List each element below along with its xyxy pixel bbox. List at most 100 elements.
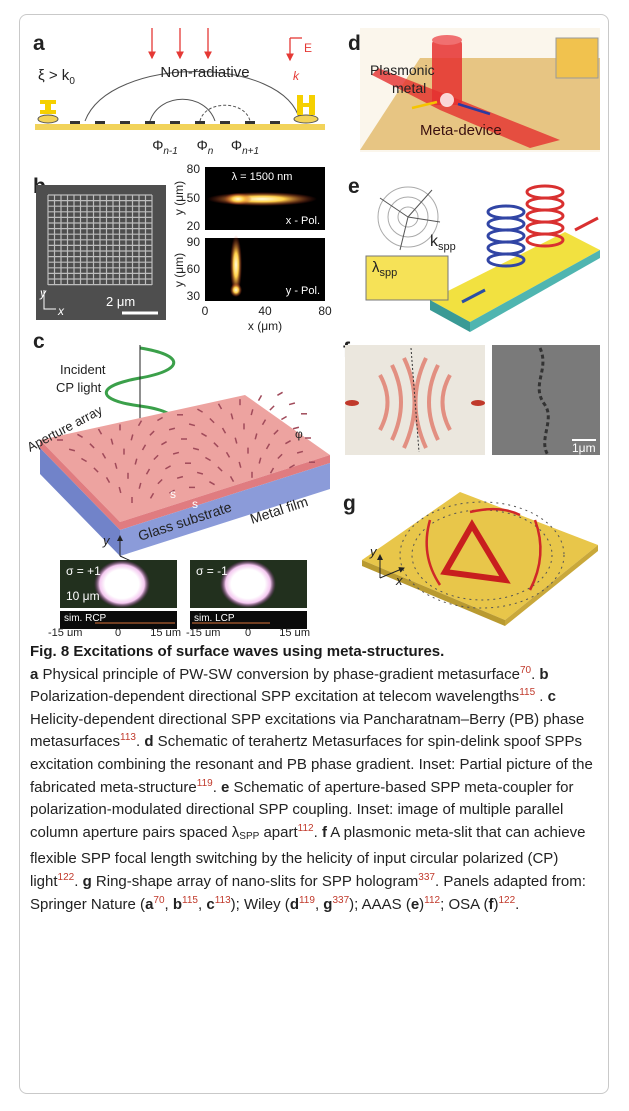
arrow bbox=[575, 218, 598, 230]
sem-image bbox=[36, 185, 166, 320]
ellipse bbox=[527, 222, 563, 234]
phase: Φn+1 bbox=[231, 137, 259, 157]
tick-label: 0 bbox=[115, 627, 121, 636]
line bbox=[400, 217, 408, 250]
title: Non-radiative bbox=[160, 64, 249, 81]
panel-ref: b bbox=[539, 666, 548, 683]
spacing-label: s bbox=[170, 487, 176, 501]
tick-label: 50 bbox=[187, 191, 201, 205]
caption-text: . bbox=[314, 824, 322, 841]
reference: 70 bbox=[153, 895, 164, 906]
caption-text: . bbox=[74, 873, 82, 890]
ellipse bbox=[488, 230, 524, 242]
scale-label: 1μm bbox=[572, 441, 596, 455]
panel-ref: b bbox=[173, 896, 182, 913]
phase: Φn bbox=[197, 137, 214, 157]
page: a E k Non-radiative ξ > k0 Φn-1 Φn Φn+1 … bbox=[0, 0, 629, 1111]
sigma-label: σ = -1 bbox=[196, 564, 228, 578]
k-sub: spp bbox=[438, 241, 456, 253]
ellipse bbox=[527, 186, 563, 198]
reference: 122 bbox=[498, 895, 515, 906]
panel-ref: d bbox=[144, 733, 153, 750]
wave-label: k bbox=[293, 69, 300, 83]
map-label: y - Pol. bbox=[286, 285, 320, 297]
phase-base: Φ bbox=[197, 137, 208, 153]
panel-ref: c bbox=[206, 896, 214, 913]
reference: 337 bbox=[332, 895, 349, 906]
pad bbox=[38, 115, 58, 123]
axis-x: x bbox=[395, 573, 403, 588]
aperture bbox=[289, 403, 295, 405]
incident-arrows bbox=[152, 28, 302, 60]
phase-sub: n bbox=[208, 146, 214, 157]
condition-text: ξ > k bbox=[38, 67, 70, 84]
arc bbox=[200, 105, 250, 121]
rect bbox=[120, 121, 130, 124]
angle-label: φ bbox=[295, 427, 303, 441]
helix-red bbox=[527, 186, 563, 246]
rect bbox=[245, 121, 255, 124]
tick-label: 90 bbox=[187, 235, 201, 249]
glow bbox=[230, 283, 242, 297]
aperture bbox=[281, 417, 286, 420]
rect bbox=[170, 121, 180, 124]
material-label: metal bbox=[392, 80, 426, 96]
source bbox=[440, 93, 454, 107]
tick-label: -15 μm bbox=[186, 627, 220, 636]
reference: 112 bbox=[298, 823, 314, 834]
spot bbox=[94, 560, 150, 608]
caption-body: a Physical principle of PW-SW conversion… bbox=[30, 666, 593, 913]
ellipse bbox=[527, 198, 563, 210]
caption-text: , bbox=[165, 896, 173, 913]
field-label: E bbox=[304, 41, 312, 55]
reference: 119 bbox=[299, 895, 315, 906]
ellipse bbox=[527, 210, 563, 222]
tick-label: 30 bbox=[187, 289, 201, 303]
rect bbox=[195, 121, 205, 124]
panel-label: g bbox=[343, 492, 356, 515]
sim-label: sim. RCP bbox=[64, 613, 107, 624]
caption: Fig. 8 Excitations of surface waves usin… bbox=[30, 641, 605, 916]
reference: 113 bbox=[215, 895, 231, 906]
helix-blue bbox=[488, 206, 524, 266]
focus bbox=[471, 400, 485, 406]
pad bbox=[294, 115, 318, 123]
panel-ref: e bbox=[411, 896, 419, 913]
material-label: Plasmonic bbox=[370, 62, 435, 78]
ellipse bbox=[488, 218, 524, 230]
rect bbox=[145, 121, 155, 124]
axis-title: y (μm) bbox=[172, 253, 186, 287]
device-label: Meta-device bbox=[420, 122, 502, 139]
figure: a E k Non-radiative ξ > k0 Φn-1 Φn Φn+1 … bbox=[0, 0, 629, 636]
panel-ref: g bbox=[83, 873, 92, 890]
phase: Φn-1 bbox=[152, 137, 178, 157]
caption-text: Ring-shape array of nano-slits for SPP h… bbox=[92, 873, 419, 890]
caption-text: ); Wiley ( bbox=[231, 896, 290, 913]
reference: 112 bbox=[424, 895, 440, 906]
phase-sub: n-1 bbox=[163, 146, 177, 157]
tick-label: 60 bbox=[187, 262, 201, 276]
tick-label: 80 bbox=[318, 304, 332, 318]
aperture bbox=[277, 392, 282, 395]
tick-label: 20 bbox=[187, 219, 201, 233]
axis-title: x (μm) bbox=[248, 319, 282, 333]
glow bbox=[207, 192, 317, 206]
reference: 113 bbox=[120, 732, 136, 743]
tick-label: -15 μm bbox=[48, 627, 82, 636]
meta-device-top bbox=[432, 35, 462, 45]
caption-text: Physical principle of PW-SW conversion b… bbox=[38, 666, 520, 683]
tick-label: 15 μm bbox=[279, 627, 310, 636]
reference: 70 bbox=[520, 665, 531, 676]
panel-label: c bbox=[33, 330, 45, 353]
phase-base: Φ bbox=[231, 137, 242, 153]
phase-sub: n+1 bbox=[242, 146, 259, 157]
scale-label: 10 μm bbox=[66, 589, 100, 603]
axis-y: y bbox=[39, 286, 47, 300]
panel-label: e bbox=[348, 175, 360, 198]
line bbox=[408, 217, 440, 222]
tick-label: 0 bbox=[245, 627, 251, 636]
phase-base: Φ bbox=[152, 137, 163, 153]
rect bbox=[270, 121, 280, 124]
caption-text: ; OSA ( bbox=[440, 896, 488, 913]
ellipse bbox=[488, 206, 524, 218]
